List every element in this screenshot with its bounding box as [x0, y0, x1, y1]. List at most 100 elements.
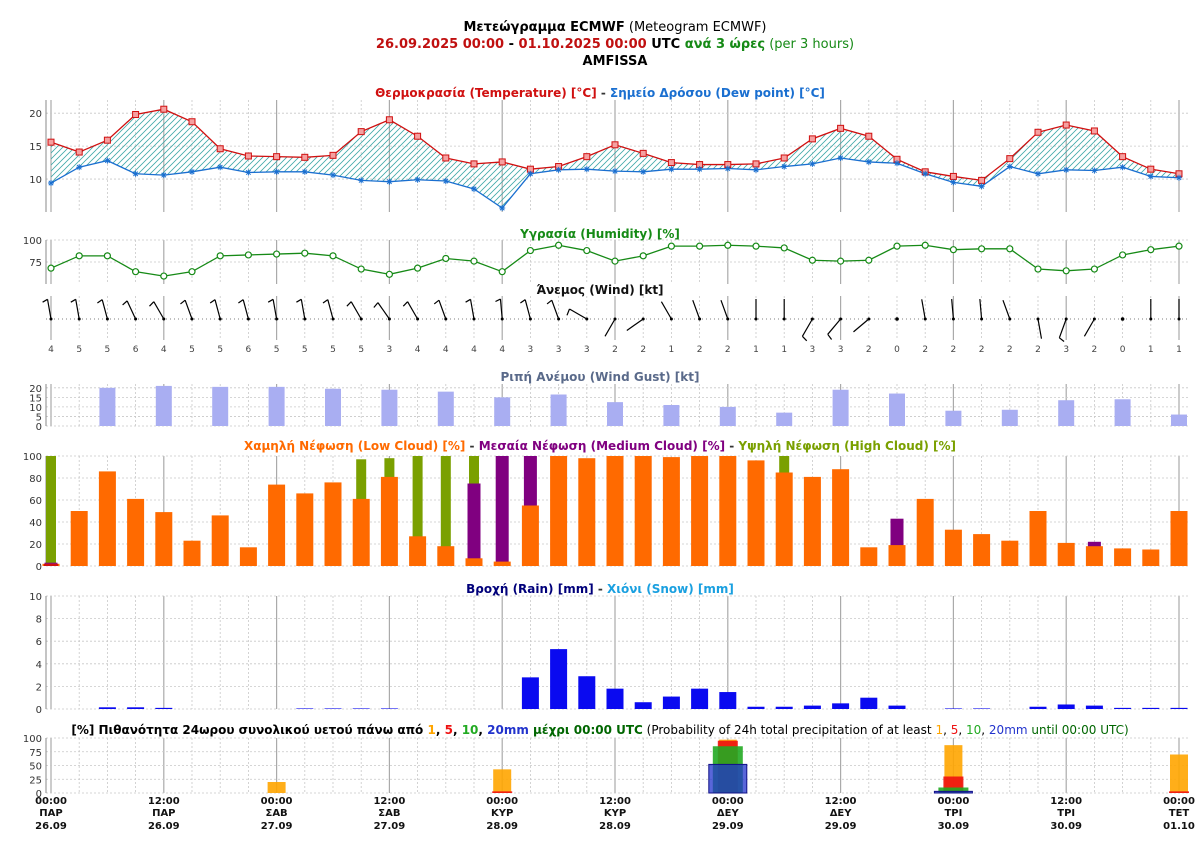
y-tick-label: 0 — [36, 789, 42, 800]
rain-bar — [296, 708, 314, 709]
wind-speed-label: 5 — [189, 345, 195, 355]
rain-bar — [719, 692, 737, 709]
wind-gust-bar — [1114, 399, 1131, 426]
panel-title-part: , — [981, 723, 989, 737]
dew-point-point — [1035, 170, 1041, 177]
wind-barb-feather — [495, 298, 501, 303]
low-cloud-bar — [521, 505, 539, 566]
wind-barb-base — [1177, 317, 1181, 321]
wind-barb-base — [246, 317, 250, 321]
y-tick-label: 10 — [29, 592, 42, 603]
wind-barb — [101, 299, 108, 320]
rain-bar — [1142, 707, 1160, 709]
y-tick-label: 8 — [36, 615, 42, 626]
wind-gust-bar — [268, 386, 285, 426]
prob-20mm-bar — [708, 763, 748, 794]
wind-barb — [438, 300, 447, 320]
x-tick-time: 00:00 — [35, 796, 67, 807]
wind-speed-label: 1 — [753, 345, 759, 355]
wind-barb-feather — [801, 335, 808, 342]
wind-gust-bar — [776, 412, 793, 426]
wind-barb-feather — [209, 299, 216, 304]
wind-speed-label: 6 — [246, 345, 252, 355]
dew-point-point — [696, 166, 703, 173]
dew-point-point — [358, 177, 365, 184]
rain-bar — [98, 707, 116, 709]
wind-barb — [801, 318, 813, 337]
wind-barb-base — [782, 317, 786, 321]
panel-title: Ριπή Ανέμου (Wind Gust) [kt] — [501, 370, 700, 384]
wind-gust-bar — [607, 402, 623, 426]
rain-bar — [775, 706, 793, 709]
wind-speed-label: 4 — [48, 345, 54, 355]
temperature-point — [75, 148, 83, 156]
panel-title-part: Χαμηλή Νέφωση (Low Cloud) [%] — [244, 439, 465, 453]
wind-speed-label: 5 — [330, 345, 336, 355]
wind-barb — [377, 302, 390, 320]
wind-barb — [551, 300, 560, 320]
wind-speed-label: 4 — [443, 345, 449, 355]
y-tick-label: 4 — [36, 660, 42, 671]
x-tick-date: 30.09 — [1050, 821, 1082, 832]
temperature-point — [639, 149, 647, 157]
temperature-point — [470, 160, 478, 168]
wind-barb — [1083, 318, 1095, 337]
dew-point-point — [442, 178, 449, 185]
dew-point-point — [471, 185, 477, 192]
prob-20mm-bar — [933, 790, 973, 794]
wind-barb-base — [698, 317, 702, 321]
humidity-point — [554, 241, 563, 249]
rain-bar — [1114, 707, 1132, 709]
panel-title-part: [%] Πιθανότητα 24ωρου συνολικού υετού πά… — [71, 723, 427, 737]
wind-barb — [692, 300, 701, 320]
panel-title: Βροχή (Rain) [mm] - Χιόνι (Snow) [mm] — [466, 582, 734, 596]
wind-speed-label: 2 — [1092, 345, 1098, 355]
low-cloud-bar — [409, 536, 427, 566]
wind-barb-base — [416, 317, 420, 321]
rain-bar — [944, 708, 962, 709]
rain-bar — [803, 705, 821, 709]
wind-barb — [350, 301, 362, 320]
humidity-point — [611, 257, 619, 265]
low-cloud-bar — [352, 498, 370, 566]
prob-5mm-bar — [492, 791, 513, 793]
wind-barb — [469, 299, 475, 320]
panel-title: [%] Πιθανότητα 24ωρου συνολικού υετού πά… — [71, 723, 1128, 737]
wind-barb-base — [218, 317, 222, 321]
y-tick-label: 60 — [29, 496, 42, 507]
x-tick-day: ΣΑΒ — [265, 808, 287, 819]
wind-barb-base — [810, 317, 814, 321]
y-tick-label: 5 — [36, 412, 42, 423]
dew-point-point — [527, 170, 534, 177]
wind-speed-label: 4 — [161, 345, 167, 355]
wind-barb — [979, 299, 983, 320]
x-tick-time: 12:00 — [825, 796, 857, 807]
x-tick-day: ΤΡΙ — [1057, 808, 1075, 819]
panel-title-part: 1 — [427, 723, 435, 737]
x-tick-day: ΔΕΥ — [830, 808, 853, 819]
panel-title-part: 20mm — [989, 723, 1028, 737]
low-cloud-bar — [380, 476, 398, 566]
panel-title-part: - — [725, 439, 738, 453]
wind-barb-feather — [296, 298, 302, 303]
wind-barb-base — [1036, 317, 1040, 321]
dew-point-point — [160, 172, 167, 179]
x-tick-date: 29.09 — [825, 821, 857, 832]
wind-barb — [300, 299, 306, 320]
low-cloud-bar — [944, 529, 962, 566]
x-tick-time: 12:00 — [1050, 796, 1082, 807]
dew-point-point — [330, 172, 336, 179]
rain-bar — [973, 708, 991, 709]
temperature-point — [442, 154, 450, 162]
x-tick-time: 12:00 — [373, 796, 405, 807]
panel-title: Άνεμος (Wind) [kt] — [536, 283, 663, 297]
panel-title-part: Υψηλή Νέφωση (High Cloud) [%] — [737, 439, 956, 453]
low-cloud-bar — [268, 484, 286, 566]
wind-barb — [524, 299, 531, 320]
low-cloud-bar — [211, 515, 229, 566]
low-cloud-bar — [1085, 546, 1103, 566]
wind-speed-label: 2 — [697, 345, 703, 355]
x-tick-date: 28.09 — [486, 821, 518, 832]
temperature-point — [808, 135, 816, 143]
wind-barb — [272, 299, 278, 320]
